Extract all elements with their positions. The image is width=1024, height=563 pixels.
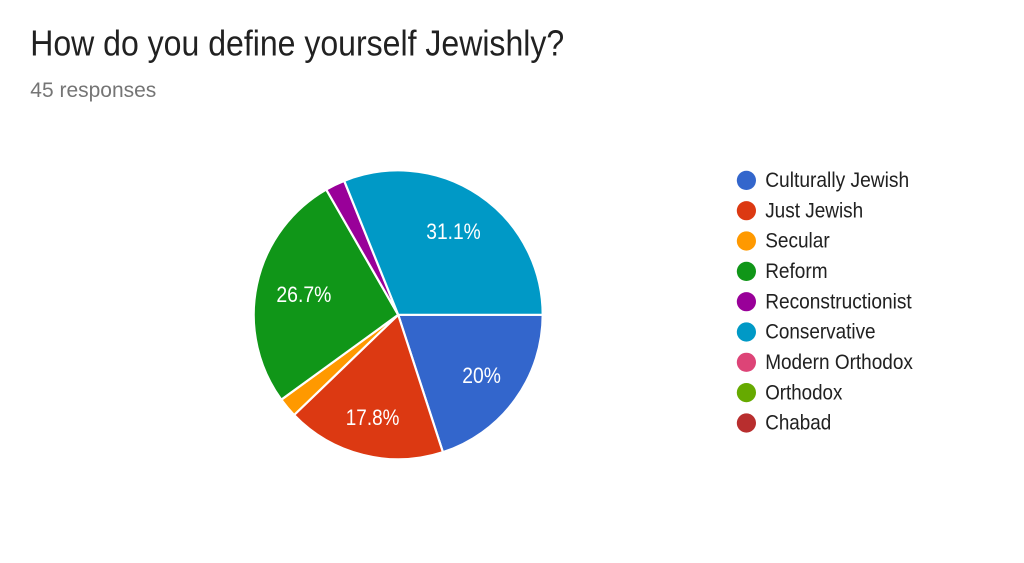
- svg-text:45 responses: 45 responses: [30, 78, 156, 102]
- svg-text:Orthodox: Orthodox: [765, 381, 843, 404]
- svg-text:17.8%: 17.8%: [346, 405, 400, 430]
- svg-text:Secular: Secular: [765, 230, 830, 253]
- svg-text:Reform: Reform: [765, 260, 827, 283]
- svg-text:Culturally Jewish: Culturally Jewish: [765, 169, 909, 192]
- svg-text:Modern Orthodox: Modern Orthodox: [765, 351, 913, 374]
- svg-text:Conservative: Conservative: [765, 321, 875, 344]
- svg-text:20%: 20%: [462, 363, 501, 388]
- svg-text:Just Jewish: Just Jewish: [765, 199, 863, 222]
- svg-text:26.7%: 26.7%: [276, 282, 331, 307]
- svg-text:How do you define yourself Jew: How do you define yourself Jewishly?: [30, 22, 564, 63]
- svg-text:Reconstructionist: Reconstructionist: [765, 290, 912, 313]
- svg-text:31.1%: 31.1%: [426, 219, 481, 244]
- svg-text:Chabad: Chabad: [765, 412, 831, 435]
